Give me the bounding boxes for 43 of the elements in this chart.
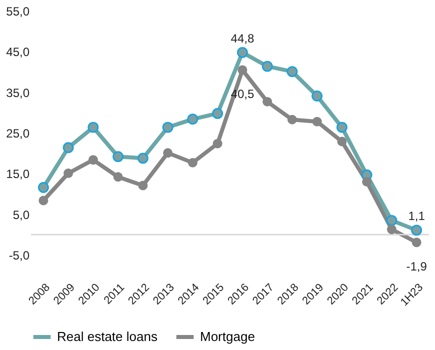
point <box>212 108 224 119</box>
y-tick-label: 25,0 <box>6 126 30 140</box>
point <box>162 122 174 133</box>
point <box>286 66 298 78</box>
y-tick-label: 15,0 <box>6 167 30 182</box>
point <box>212 138 222 148</box>
y-tick-label: 35,0 <box>6 86 30 100</box>
point <box>236 46 248 58</box>
point <box>138 180 148 190</box>
point <box>88 122 99 133</box>
point <box>163 148 173 158</box>
y-tick-label: 5,0 <box>12 208 30 222</box>
y-tick-label: 45,0 <box>6 45 30 60</box>
point <box>137 152 148 164</box>
point <box>262 96 272 106</box>
point <box>337 136 347 146</box>
point <box>312 116 322 126</box>
point <box>312 90 323 102</box>
point <box>386 224 396 234</box>
data-label: -1,9 <box>406 259 428 274</box>
point <box>262 60 273 72</box>
point <box>64 168 74 178</box>
point <box>386 214 398 226</box>
point <box>188 158 198 168</box>
point <box>187 114 198 125</box>
legend-label: Mortgage <box>200 329 255 344</box>
data-label: 44,8 <box>230 31 254 46</box>
point <box>336 122 348 133</box>
legend-label: Real estate loans <box>57 329 158 344</box>
point <box>238 65 248 75</box>
point <box>88 155 98 165</box>
point <box>112 151 124 162</box>
point <box>362 177 372 187</box>
point <box>412 238 422 248</box>
point <box>38 196 48 206</box>
data-label: 1,1 <box>408 209 426 224</box>
point <box>411 224 422 236</box>
y-tick-label: 55,0 <box>6 4 30 18</box>
point <box>38 182 49 193</box>
point <box>287 114 297 124</box>
point <box>62 142 74 154</box>
point <box>113 172 123 182</box>
y-tick-label: -5,0 <box>8 248 30 262</box>
